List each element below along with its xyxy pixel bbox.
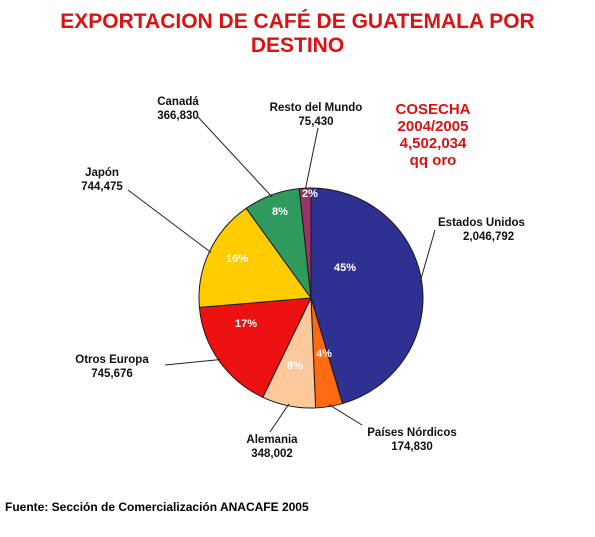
percent-label-estados-unidos: 45%	[334, 262, 356, 274]
value-label-otros-europa: 745,676	[91, 368, 133, 380]
percent-label-canada: 8%	[272, 206, 288, 218]
leader-lines	[127, 116, 436, 433]
category-label-japon: Japón	[85, 167, 119, 179]
value-label-alemania: 348,002	[251, 448, 293, 460]
pie-slice-estados-unidos	[310, 187, 424, 405]
source-note: Fuente: Sección de Comercialización ANAC…	[5, 500, 309, 514]
category-label-canada: Canadá	[157, 96, 199, 108]
leader-line-canada	[197, 116, 273, 198]
percent-label-resto-del-mundo: 2%	[302, 188, 318, 200]
category-label-alemania: Alemania	[246, 434, 298, 446]
leader-line-alemania	[269, 403, 290, 433]
percent-label-otros-europa: 17%	[235, 318, 257, 330]
value-label-japon: 744,475	[81, 181, 123, 193]
leader-line-otros-europa	[164, 359, 221, 366]
category-label-otros-europa: Otros Europa	[75, 354, 149, 366]
category-label-resto-del-mundo: Resto del Mundo	[270, 102, 363, 114]
harvest-note-line-2: 2004/2005	[397, 118, 469, 135]
percent-label-alemania: 8%	[287, 360, 303, 372]
leader-line-paises-nordicos	[328, 404, 363, 426]
percent-label-paises-nordicos: 4%	[316, 348, 332, 360]
harvest-note-line-1: COSECHA	[395, 101, 471, 118]
chart-title-line-2: DESTINO	[250, 34, 345, 57]
chart-title: EXPORTACION DE CAFÉ DE GUATEMALA POR DES…	[0, 10, 595, 58]
leader-line-japon	[127, 189, 212, 253]
harvest-note: COSECHA 2004/2005 4,502,034 qq oro	[372, 101, 494, 169]
value-label-canada: 366,830	[157, 110, 199, 122]
value-label-resto-del-mundo: 75,430	[298, 116, 333, 128]
chart-title-line-1: EXPORTACION DE CAFÉ DE GUATEMALA POR	[60, 10, 535, 33]
harvest-note-line-3: 4,502,034	[399, 135, 467, 152]
pie-slice-otros-europa	[198, 297, 312, 398]
leader-line-estados-unidos	[419, 229, 436, 283]
value-label-paises-nordicos: 174,830	[391, 441, 433, 453]
category-label-paises-nordicos: Países Nórdicos	[367, 427, 456, 439]
value-label-estados-unidos: 2,046,792	[463, 231, 514, 243]
percent-label-japon: 16%	[226, 253, 248, 265]
category-label-estados-unidos: Estados Unidos	[438, 217, 525, 229]
leader-line-resto-del-mundo	[304, 127, 319, 191]
harvest-note-line-4: qq oro	[409, 152, 457, 169]
pie-slices	[198, 187, 424, 409]
pie-labels: 45% Estados Unidos 2,046,792 4% Países Nórdi…	[75, 96, 525, 460]
